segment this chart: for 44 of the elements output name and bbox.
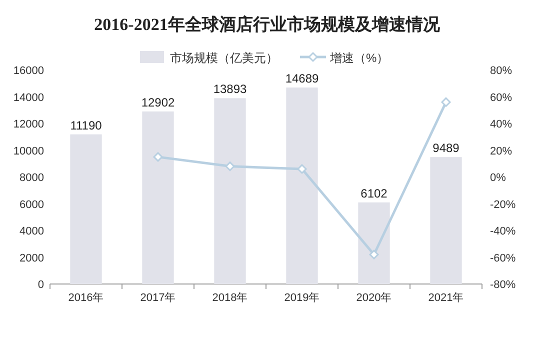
bar: [142, 111, 174, 284]
y2-tick-label: -20%: [490, 198, 516, 211]
point: [225, 162, 235, 172]
data-label: 12902: [141, 95, 176, 110]
y-tick-label: 6000: [20, 198, 44, 211]
y-tick-label: 16000: [13, 65, 44, 77]
y2-tick-label: -40%: [490, 226, 516, 238]
bar: [430, 157, 462, 284]
y-tick-label: 2000: [20, 252, 44, 264]
y2-tick-label: 20%: [490, 145, 512, 158]
y2-tick-label: -60%: [490, 252, 516, 264]
legend-label: 市场规模（亿美元）: [170, 51, 278, 65]
y2-tick-label: 60%: [490, 92, 512, 104]
x-tick-label: 2017年: [140, 292, 176, 304]
data-label: 9489: [432, 141, 460, 156]
y-tick-label: 14000: [13, 92, 44, 104]
bar: [214, 98, 246, 284]
x-tick-label: 2016年: [68, 292, 104, 304]
point: [369, 250, 379, 260]
x-tick-label: 2018年: [212, 292, 248, 304]
y2-tick-label: -80%: [490, 279, 516, 291]
y2-tick-label: 80%: [490, 65, 512, 77]
point: [153, 152, 163, 162]
bar: [70, 134, 102, 284]
x-tick-label: 2021年: [428, 292, 464, 304]
data-label: 11190: [70, 118, 102, 132]
y-tick-label: 0: [38, 279, 44, 291]
chart-title: 2016-2021年全球酒店行业市场规模及增速情况: [94, 15, 441, 34]
bar: [358, 202, 390, 284]
point: [297, 164, 307, 174]
y-tick-label: 4000: [20, 226, 44, 238]
x-tick-label: 2020年: [356, 292, 392, 304]
y-tick-label: 12000: [13, 118, 44, 130]
y-tick-label: 8000: [20, 172, 44, 184]
data-label: 6102: [360, 186, 388, 200]
data-label: 13893: [213, 82, 248, 96]
x-tick-label: 2019年: [284, 292, 320, 304]
y2-tick-label: 40%: [490, 118, 512, 130]
y-tick-label: 10000: [13, 145, 44, 158]
legend-label: 增速（%）: [329, 51, 389, 65]
data-label: 14689: [285, 72, 320, 86]
bar: [286, 88, 318, 284]
point: [441, 97, 451, 107]
y2-tick-label: 0%: [490, 172, 506, 184]
